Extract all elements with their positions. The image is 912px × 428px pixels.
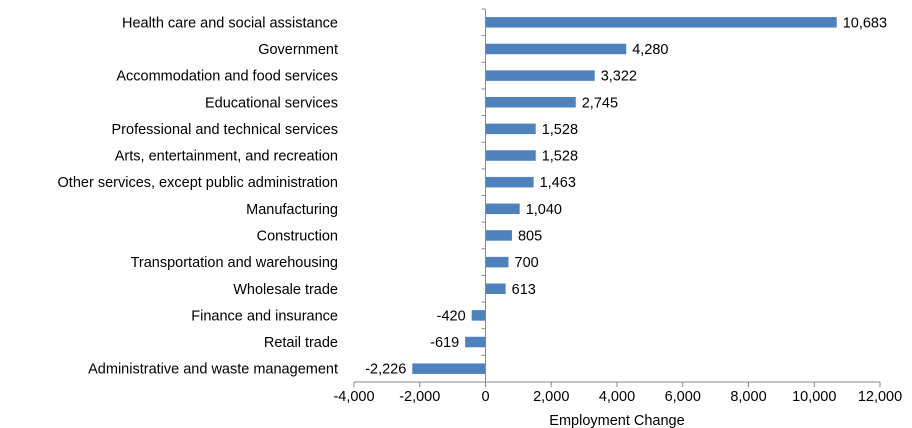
x-tick-label: 0 <box>481 389 489 405</box>
data-label: 10,683 <box>843 15 887 31</box>
bar <box>485 283 506 294</box>
value-labels: 10,6834,2803,3222,7451,5281,5281,4631,04… <box>365 15 887 377</box>
category-label: Educational services <box>205 95 338 111</box>
category-label: Construction <box>257 228 338 244</box>
data-label: 805 <box>518 228 542 244</box>
category-label: Wholesale trade <box>233 282 338 298</box>
bar <box>465 336 486 348</box>
data-label: 1,040 <box>526 202 562 218</box>
category-label: Arts, entertainment, and recreation <box>115 149 338 165</box>
bar <box>412 363 486 374</box>
data-label: 4,280 <box>632 42 668 58</box>
bar <box>485 123 536 135</box>
axes: -4,000 -2,000 0 2,000 4,000 6,000 8,000 10,000 1… <box>333 8 902 405</box>
bar <box>485 256 509 268</box>
category-label: Professional and technical services <box>112 122 338 138</box>
category-label: Administrative and waste management <box>88 362 338 378</box>
x-tick-label: 12,000 <box>858 389 902 405</box>
bars-group <box>412 17 837 374</box>
data-label: 613 <box>512 282 536 298</box>
x-tick-label: -2,000 <box>399 389 440 405</box>
bar <box>485 43 627 55</box>
data-label: 1,463 <box>540 175 576 191</box>
category-labels: Health care and social assistance Governm… <box>58 15 338 377</box>
data-label: -619 <box>430 335 459 351</box>
data-label: 1,528 <box>542 149 578 165</box>
data-label: 3,322 <box>601 69 637 85</box>
data-label: 700 <box>515 255 539 271</box>
bar <box>485 97 576 108</box>
x-axis-title: Employment Change <box>549 413 684 428</box>
category-label: Transportation and warehousing <box>131 255 338 271</box>
bar <box>485 150 536 161</box>
category-label: Manufacturing <box>246 202 338 218</box>
bar <box>471 310 486 321</box>
category-label: Other services, except public administra… <box>58 175 338 191</box>
x-tick-label: 6,000 <box>665 389 701 405</box>
data-label: 2,745 <box>582 95 618 111</box>
category-label: Finance and insurance <box>191 308 338 324</box>
data-label: -420 <box>437 308 466 324</box>
data-label: 1,528 <box>542 122 578 138</box>
bar <box>485 70 595 81</box>
x-tick-label: 2,000 <box>533 389 569 405</box>
category-label: Accommodation and food services <box>116 69 338 85</box>
bar <box>485 203 520 215</box>
x-tick-label: 4,000 <box>599 389 635 405</box>
x-tick-label: 8,000 <box>730 389 766 405</box>
data-label: -2,226 <box>365 362 406 378</box>
category-label: Retail trade <box>264 335 338 351</box>
bar <box>485 230 512 241</box>
bar <box>485 176 534 188</box>
category-label: Health care and social assistance <box>122 15 338 31</box>
x-tick-label: -4,000 <box>333 389 374 405</box>
x-tick-label: 10,000 <box>792 389 836 405</box>
bar <box>485 17 837 28</box>
category-label: Government <box>258 42 338 58</box>
